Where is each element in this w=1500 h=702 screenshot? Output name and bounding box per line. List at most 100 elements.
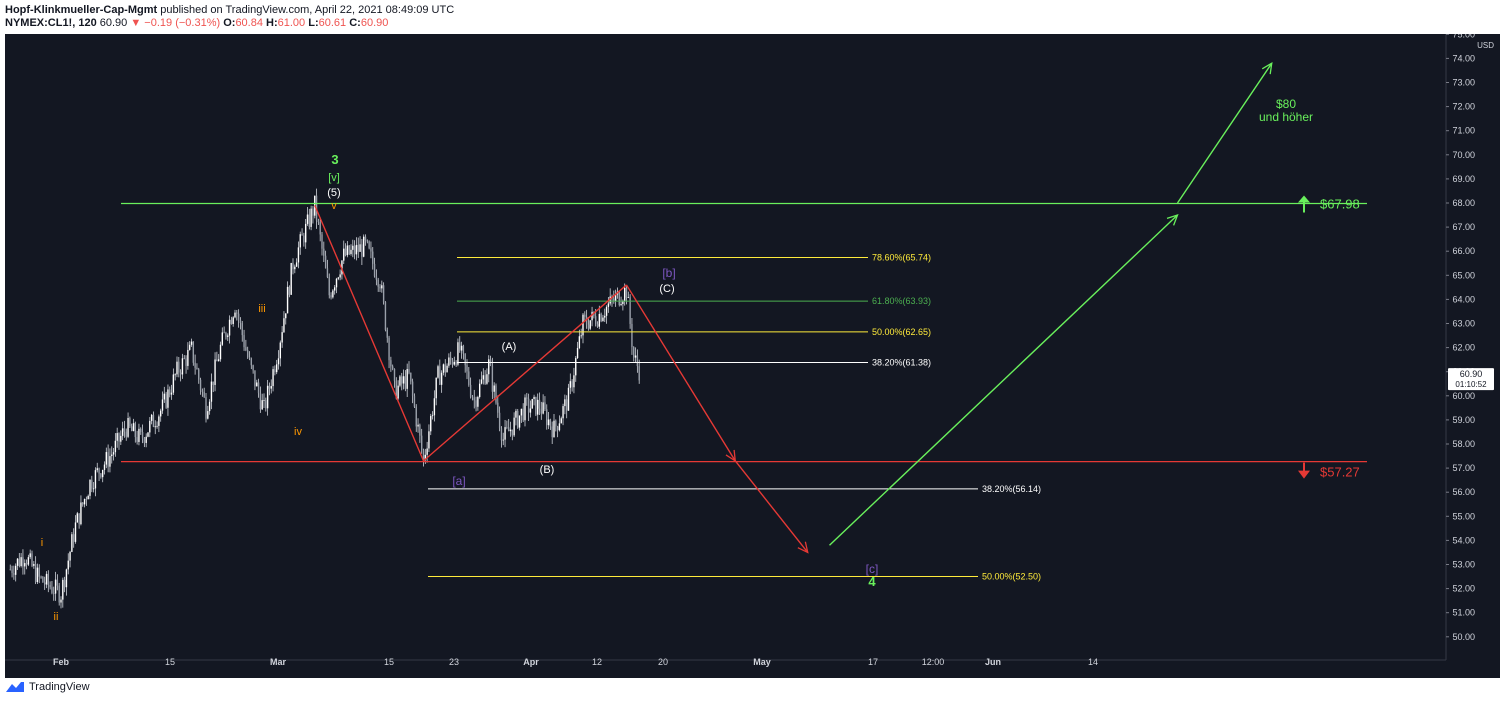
candle-body xyxy=(301,234,303,236)
candle-body xyxy=(58,585,60,603)
candle-body xyxy=(480,379,483,384)
y-tick-label: 67.00 xyxy=(1452,222,1475,232)
candle-body xyxy=(303,235,305,243)
candle-body xyxy=(183,358,185,360)
candle-body xyxy=(386,329,388,338)
candle-body xyxy=(69,551,71,561)
candle-body xyxy=(174,374,176,376)
currency-badge xyxy=(1476,38,1495,52)
symbol-name[interactable]: NYMEX:CL1!, 120 xyxy=(5,17,97,29)
candle-body xyxy=(91,479,93,489)
candle-body xyxy=(111,454,113,457)
candle-body xyxy=(65,569,68,588)
candle-body xyxy=(462,345,465,354)
low-value: 60.61 xyxy=(318,17,347,29)
x-tick-label: Jun xyxy=(985,657,1001,667)
candle-body xyxy=(551,426,553,438)
candle-body xyxy=(594,316,597,325)
candle-body xyxy=(575,358,577,376)
publish-info: Hopf-Klinkmueller-Cap-Mgmt published on … xyxy=(5,4,454,16)
candle-body xyxy=(596,324,599,327)
candle-body xyxy=(484,375,486,384)
candle-body xyxy=(163,393,166,400)
candle-body xyxy=(578,336,581,349)
open-label: O: xyxy=(223,17,236,29)
candle-body xyxy=(192,341,195,363)
tradingview-logo[interactable]: TradingView xyxy=(5,681,90,693)
candle-body xyxy=(147,432,149,437)
candle-body xyxy=(167,389,169,408)
candle-body xyxy=(230,319,233,324)
candle-body xyxy=(428,431,430,449)
candle-body xyxy=(627,297,630,299)
x-tick-label: May xyxy=(753,657,771,667)
candle-body xyxy=(448,357,450,366)
candle-body xyxy=(49,585,51,588)
candle-body xyxy=(165,393,167,408)
candle-body xyxy=(339,274,341,278)
candle-body xyxy=(286,286,289,314)
candle-body xyxy=(154,426,156,428)
low-label: L: xyxy=(308,17,319,29)
candle-body xyxy=(439,366,441,385)
open-value: 60.84 xyxy=(235,17,263,29)
candle-body xyxy=(391,366,394,370)
time-axis-background xyxy=(5,660,1446,678)
y-tick-label: 72.00 xyxy=(1452,102,1475,112)
candle-body xyxy=(482,375,485,380)
candle-body xyxy=(62,579,64,600)
x-tick-label: Mar xyxy=(270,657,287,667)
candle-body xyxy=(426,448,428,455)
wave-label-v-bracket: [v] xyxy=(328,172,340,184)
last-price-label: 60.90 xyxy=(1460,369,1483,379)
candle-body xyxy=(560,418,562,424)
candle-body xyxy=(161,399,164,411)
candle-body xyxy=(613,298,615,301)
candle-body xyxy=(268,385,271,389)
support-label: $57.27 xyxy=(1320,465,1360,480)
candle-body xyxy=(56,579,59,586)
candle-body xyxy=(584,314,586,317)
candle-body xyxy=(36,567,39,583)
candle-body xyxy=(125,431,127,437)
candle-body xyxy=(602,317,604,322)
wave-label-i: i xyxy=(41,537,43,549)
candle-body xyxy=(279,342,282,359)
projection-line-2 xyxy=(1176,62,1273,204)
candle-body xyxy=(34,564,37,583)
candle-body xyxy=(103,464,106,470)
candle-body xyxy=(468,371,470,385)
candle-body xyxy=(9,569,11,571)
candle-body xyxy=(515,410,517,418)
y-tick-label: 62.00 xyxy=(1452,343,1475,353)
candle-body xyxy=(321,234,323,249)
candle-body xyxy=(350,249,352,254)
candle-body xyxy=(607,303,610,307)
footer xyxy=(0,678,1500,702)
candle-body xyxy=(254,370,256,387)
candle-body xyxy=(198,369,200,380)
chart-header: Hopf-Klinkmueller-Cap-Mgmt published on … xyxy=(0,0,1500,34)
candle-body xyxy=(24,563,26,567)
projection-arrowhead-1 xyxy=(1166,214,1179,226)
wave-label-A: (A) xyxy=(502,341,517,353)
candle-body xyxy=(553,420,555,438)
candle-body xyxy=(141,432,144,439)
author-name[interactable]: Hopf-Klinkmueller-Cap-Mgmt xyxy=(5,4,158,16)
candle-body xyxy=(80,502,82,525)
candle-body xyxy=(359,244,361,252)
candle-body xyxy=(304,223,307,243)
candle-body xyxy=(348,245,350,254)
fib-label: 50.00%(52.50) xyxy=(982,572,1041,582)
candle-body xyxy=(346,245,349,256)
candle-body xyxy=(335,278,338,288)
target-label-1: $80 xyxy=(1276,97,1296,111)
candle-body xyxy=(140,428,142,433)
price-chart[interactable]: $67.98 $57.27 78.60%(65.74) 61.80%(63.93) 50… xyxy=(0,34,1500,678)
candle-body xyxy=(453,361,456,365)
candle-body xyxy=(361,244,363,257)
candle-body xyxy=(424,454,427,460)
candle-body xyxy=(210,381,213,402)
candle-body xyxy=(281,332,283,343)
candle-body xyxy=(228,319,231,336)
